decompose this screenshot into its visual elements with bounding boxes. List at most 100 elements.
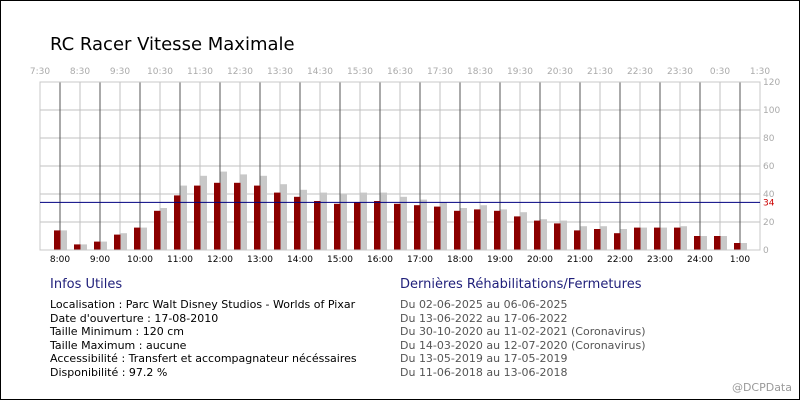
info-heading: Infos Utiles [50, 277, 123, 292]
y-tick-label: 120 [763, 78, 780, 88]
info-opening-date: Date d'ouverture : 17-08-2010 [50, 311, 219, 325]
x-tick-label: 9:00 [90, 255, 110, 265]
bar-primary [354, 202, 361, 250]
x-tick-label: 12:00 [207, 255, 233, 265]
bar-secondary [640, 227, 647, 250]
bar-secondary [140, 227, 147, 250]
bar-primary [714, 236, 721, 250]
watermark: @DCPData [731, 381, 792, 394]
bar-secondary [720, 236, 727, 250]
x-tick-label: 19:00 [487, 255, 513, 265]
top-tick-label: 9:30 [110, 67, 130, 77]
top-tick-label: 11:30 [187, 67, 213, 77]
bar-primary [674, 227, 681, 250]
bar-secondary [400, 196, 407, 250]
bar-secondary [440, 202, 447, 250]
bar-primary [434, 206, 441, 250]
bar-secondary [460, 208, 467, 250]
bar-primary [314, 201, 321, 250]
x-tick-label: 18:00 [447, 255, 473, 265]
bar-secondary [480, 205, 487, 250]
bar-primary [694, 236, 701, 250]
bar-secondary [620, 229, 627, 250]
bar-primary [294, 196, 301, 250]
bar-primary [554, 223, 561, 250]
rehab-item: Du 13-05-2019 au 17-05-2019 [400, 352, 568, 365]
bar-secondary [360, 192, 367, 250]
bar-primary [414, 205, 421, 250]
x-tick-label: 16:00 [367, 255, 393, 265]
info-availability: Disponibilité : 97.2 % [50, 365, 168, 379]
bar-secondary [60, 230, 67, 250]
bar-secondary [540, 219, 547, 250]
rehab-item: Du 02-06-2025 au 06-06-2025 [400, 298, 568, 311]
bar-primary [54, 230, 61, 250]
top-tick-label: 14:30 [307, 67, 333, 77]
bar-primary [474, 209, 481, 250]
y-tick-label: 80 [763, 134, 775, 144]
bar-primary [454, 210, 461, 250]
x-tick-label: 17:00 [407, 255, 433, 265]
top-tick-label: 20:30 [547, 67, 573, 77]
bar-secondary [300, 189, 307, 250]
bar-secondary [380, 192, 387, 250]
top-tick-label: 8:30 [70, 67, 90, 77]
reference-line-label: 34 [763, 198, 775, 208]
top-tick-label: 22:30 [627, 67, 653, 77]
bar-primary [114, 234, 121, 250]
bar-primary [654, 227, 661, 250]
bar-primary [634, 227, 641, 250]
bar-secondary [200, 175, 207, 250]
bar-secondary [220, 171, 227, 250]
bar-primary [94, 241, 101, 250]
bar-secondary [700, 236, 707, 250]
bar-primary [214, 182, 221, 250]
bar-primary [394, 203, 401, 250]
bar-secondary [660, 227, 667, 250]
bar-secondary [240, 174, 247, 250]
rehab-item: Du 14-03-2020 au 12-07-2020 (Coronavirus… [400, 338, 646, 352]
bar-primary [574, 230, 581, 250]
chart-title: RC Racer Vitesse Maximale [50, 34, 295, 55]
bar-secondary [560, 220, 567, 250]
top-tick-label: 19:30 [507, 67, 533, 77]
x-tick-label: 21:00 [567, 255, 593, 265]
bar-primary [614, 233, 621, 250]
bar-primary [234, 182, 241, 250]
rehab-list: Du 02-06-2025 au 06-06-2025 Du 13-06-202… [400, 298, 646, 379]
top-tick-label: 7:30 [30, 67, 50, 77]
x-tick-label: 24:00 [687, 255, 713, 265]
bar-secondary [420, 199, 427, 250]
bar-secondary [80, 244, 87, 250]
bar-secondary [120, 233, 127, 250]
x-tick-label: 20:00 [527, 255, 553, 265]
bar-secondary [180, 185, 187, 250]
bar-secondary [100, 241, 107, 250]
bar-primary [494, 210, 501, 250]
x-tick-label: 11:00 [167, 255, 193, 265]
y-tick-label: 60 [763, 162, 775, 172]
y-tick-label: 20 [763, 218, 775, 228]
info-accessibility: Accessibilité : Transfert et accompagnat… [50, 352, 357, 365]
x-tick-label: 22:00 [607, 255, 633, 265]
bar-secondary [320, 192, 327, 250]
bar-secondary [340, 194, 347, 250]
bar-secondary [680, 226, 687, 250]
bar-primary [174, 195, 181, 250]
plot-border [39, 81, 761, 251]
bar-secondary [260, 175, 267, 250]
top-tick-label: 13:30 [267, 67, 293, 77]
rehab-item: Du 11-06-2018 au 13-06-2018 [400, 365, 568, 379]
x-tick-label: 8:00 [50, 255, 70, 265]
bar-primary [534, 220, 541, 250]
bar-secondary [160, 208, 167, 250]
bar-primary [134, 227, 141, 250]
info-min-height: Taille Minimum : 120 cm [50, 325, 185, 338]
bar-secondary [500, 209, 507, 250]
bar-secondary [740, 243, 747, 250]
bar-primary [274, 192, 281, 250]
top-tick-label: 15:30 [347, 67, 373, 77]
top-tick-label: 1:30 [750, 67, 770, 77]
y-tick-label: 100 [763, 106, 780, 116]
